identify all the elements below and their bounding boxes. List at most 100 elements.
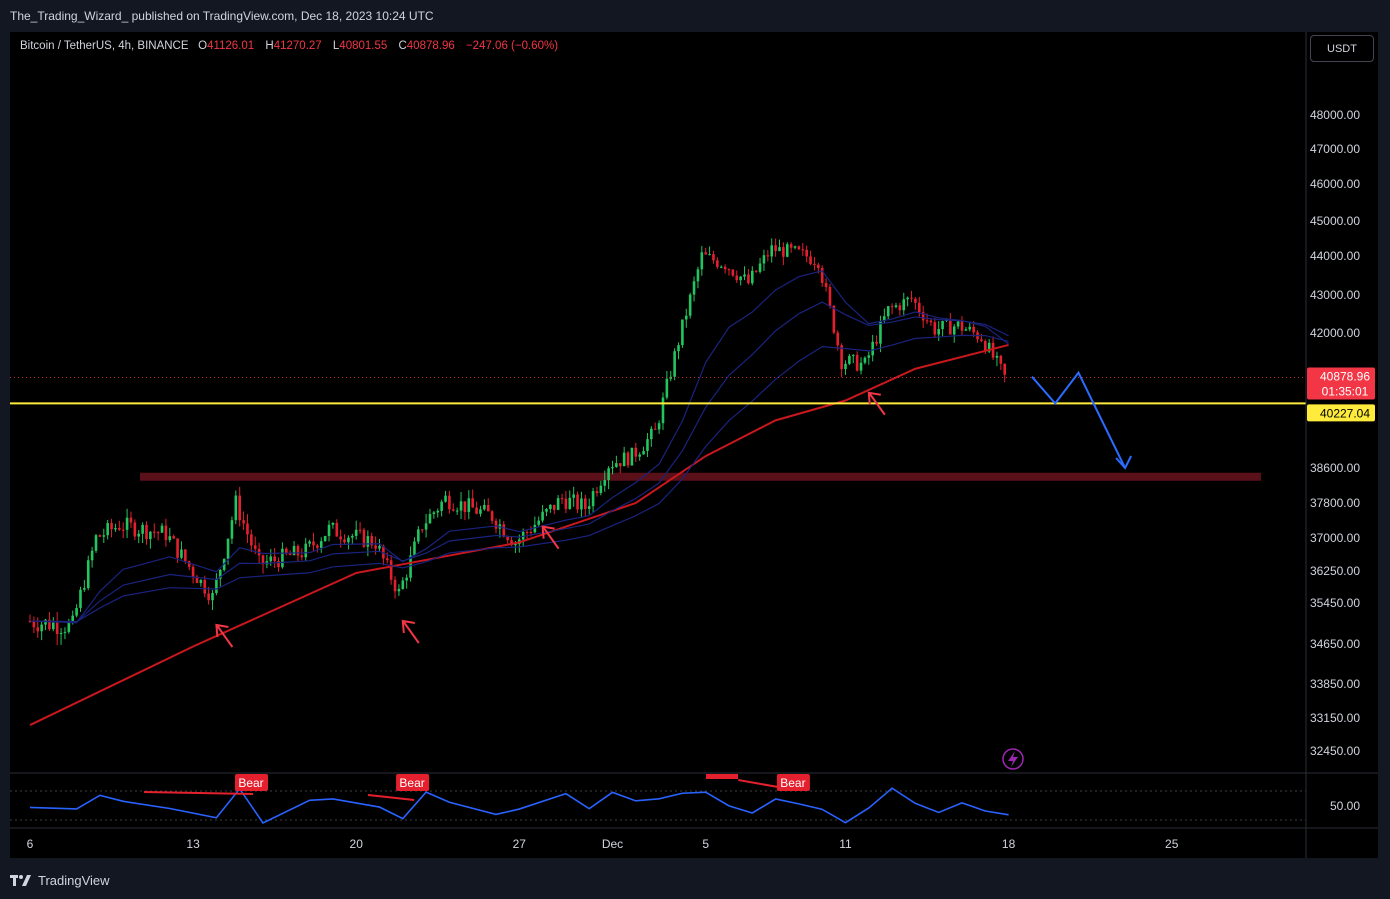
candle [455,507,459,515]
candle-body [211,592,214,601]
candle [914,297,917,310]
candle [129,511,133,528]
candle [677,342,680,360]
candle-body [650,428,653,440]
candle [696,266,700,289]
candle [199,579,203,587]
candle [774,238,777,257]
candle [758,257,762,274]
candle [704,247,707,255]
price-tick: 37800.00 [1310,496,1360,510]
candle-body [385,558,389,561]
candle-body [879,321,882,344]
candle [595,486,599,497]
candle [141,522,144,543]
candle [766,250,770,262]
close-key: C [398,40,407,52]
candle [304,537,308,562]
candle [587,498,591,515]
candle-body [615,463,618,468]
candle [420,528,424,533]
candle-body [844,363,847,370]
candle-body [71,615,75,622]
currency-button[interactable]: USDT [1310,35,1374,62]
candle [417,526,420,544]
candle-body [160,525,164,533]
candle [230,516,234,544]
candle [751,266,754,286]
chart-canvas[interactable]: Bear Bear Bear 48000.00 47000.00 46000.00 450… [10,32,1378,858]
candle [218,569,222,587]
candle [459,492,463,519]
candle-body [494,520,498,529]
candle-body [766,255,770,257]
candle [28,614,32,623]
time-tick: 25 [1165,837,1179,851]
candle [211,590,214,610]
candle-body [490,511,494,521]
candle-body [230,520,234,539]
tradingview-logo[interactable]: TradingView [10,873,110,888]
candle-body [556,498,560,510]
chart-area[interactable]: Bear Bear Bear 48000.00 47000.00 46000.00 450… [10,32,1378,858]
candle [545,508,548,517]
candle [898,302,902,316]
candle-body [308,541,311,544]
candle-body [723,266,727,270]
candle [32,616,36,634]
candle [242,511,245,530]
candle-body [568,497,572,509]
candle [300,548,304,561]
bear-label-text: Bear [780,776,805,790]
candle [584,494,587,517]
candle-body [785,244,789,257]
candle [125,508,129,539]
candle-body [964,329,968,331]
candle [393,576,397,599]
bear-label: Bear [396,774,430,791]
candle-body [83,588,86,590]
candle-body [327,524,331,537]
candle-body [428,514,432,524]
candle-body [250,534,253,546]
open-value: 41126.01 [207,40,255,52]
candle [424,513,428,538]
candle [362,527,366,549]
candle [572,486,575,507]
resistance-zone [140,472,1261,481]
bounce-arrow-head [867,391,881,405]
candle [312,532,315,551]
price-tick: 38600.00 [1310,461,1360,475]
candle-body [382,545,385,559]
candle-body [727,269,731,271]
candle-body [984,341,987,352]
time-tick: Dec [602,837,623,851]
candle-body [712,254,715,261]
candle-body [440,501,443,511]
candle [723,264,727,274]
candle [859,357,863,375]
candle-body [436,510,440,513]
candle-body [304,543,308,558]
candle [343,534,346,546]
candle [754,270,758,273]
candle-body [778,247,781,252]
candle-body [471,498,474,508]
candle [432,510,436,519]
price-tick: 44000.00 [1310,249,1360,263]
candle [552,504,556,515]
support-price-label-bg [1307,404,1375,422]
candle [902,292,906,317]
candle [335,519,339,537]
support-price-text: 40227.04 [1320,406,1370,420]
candle [805,245,808,263]
candle [203,575,207,598]
candle-body [681,319,684,346]
candle [106,519,109,540]
candle [145,521,148,545]
publish-header: The_Trading_Wizard_ published on Trading… [0,0,1390,32]
symbol-name: Bitcoin / TetherUS, 4h, BINANCE [20,40,189,52]
candle-body [817,264,820,269]
bounce-arrow-head [541,525,555,539]
candle [626,450,630,469]
